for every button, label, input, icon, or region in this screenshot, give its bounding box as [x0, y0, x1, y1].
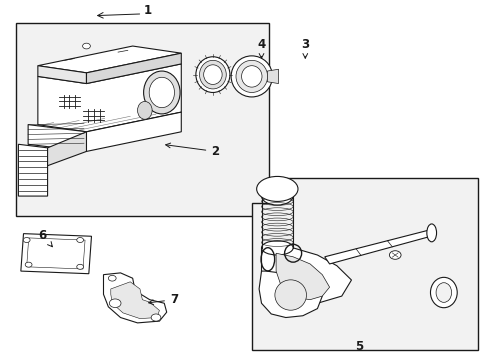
Text: 2: 2 — [165, 143, 219, 158]
Ellipse shape — [241, 66, 262, 87]
Polygon shape — [38, 64, 181, 132]
Ellipse shape — [231, 56, 272, 97]
Polygon shape — [111, 282, 159, 319]
Polygon shape — [261, 248, 351, 303]
Text: 5: 5 — [354, 339, 362, 352]
Circle shape — [82, 43, 90, 49]
Circle shape — [23, 238, 30, 243]
Polygon shape — [86, 53, 181, 84]
Text: 3: 3 — [301, 38, 309, 58]
Text: 6: 6 — [39, 229, 52, 247]
Polygon shape — [324, 230, 433, 264]
Circle shape — [77, 264, 83, 269]
Circle shape — [109, 299, 121, 307]
Polygon shape — [38, 46, 181, 73]
Ellipse shape — [196, 57, 229, 93]
Polygon shape — [19, 144, 47, 196]
Ellipse shape — [426, 224, 436, 242]
Circle shape — [388, 251, 400, 259]
Ellipse shape — [256, 176, 297, 202]
Text: 7: 7 — [148, 293, 178, 306]
Text: 1: 1 — [143, 4, 151, 17]
Ellipse shape — [203, 65, 222, 85]
Ellipse shape — [261, 241, 292, 255]
Polygon shape — [259, 271, 322, 318]
Ellipse shape — [429, 277, 456, 308]
Ellipse shape — [236, 60, 267, 93]
Polygon shape — [276, 253, 329, 300]
Ellipse shape — [274, 280, 306, 310]
Circle shape — [77, 238, 83, 243]
Text: 4: 4 — [257, 38, 265, 58]
Bar — [21, 234, 91, 274]
Polygon shape — [103, 273, 166, 323]
Ellipse shape — [137, 102, 152, 119]
Polygon shape — [267, 69, 278, 84]
Polygon shape — [47, 132, 86, 166]
Ellipse shape — [199, 60, 226, 89]
Ellipse shape — [149, 77, 174, 108]
Polygon shape — [251, 178, 477, 350]
Circle shape — [151, 314, 161, 321]
Ellipse shape — [143, 71, 180, 114]
Bar — [16, 23, 268, 216]
Polygon shape — [38, 66, 86, 84]
Bar — [27, 238, 85, 269]
Ellipse shape — [261, 187, 292, 205]
Circle shape — [25, 262, 32, 267]
Polygon shape — [28, 112, 181, 152]
Circle shape — [108, 275, 116, 281]
Ellipse shape — [435, 283, 451, 302]
